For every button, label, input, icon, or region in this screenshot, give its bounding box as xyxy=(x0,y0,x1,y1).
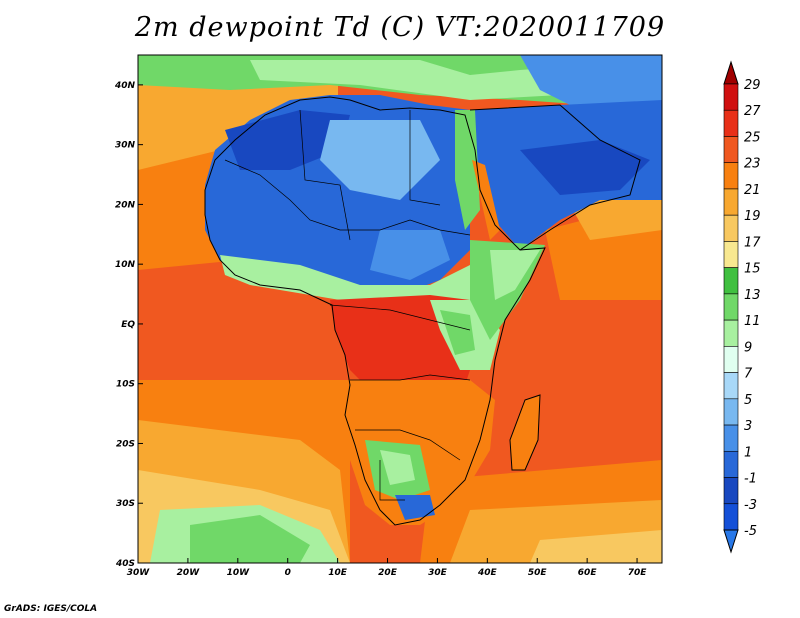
colorbar-swatch xyxy=(723,267,739,295)
colorbar-swatch xyxy=(723,188,739,216)
lon-tick-label: 30W xyxy=(127,568,151,578)
lon-tick-label: 20W xyxy=(177,568,201,578)
colorbar-label: 7 xyxy=(744,367,753,382)
colorbar-label: 17 xyxy=(744,235,761,250)
lat-tick-label: 30S xyxy=(116,499,135,509)
colorbar-label: 9 xyxy=(744,340,752,355)
lat-tick-label: 40S xyxy=(115,559,135,569)
credit-text: GrADS: IGES/COLA xyxy=(4,604,98,614)
lon-tick-label: 0 xyxy=(285,568,291,578)
colorbar-label: -5 xyxy=(744,524,757,539)
lat-axis: 40N 30N 20N 10N EQ 10S 20S 30S 40S xyxy=(114,81,143,569)
colorbar-swatch xyxy=(723,477,739,505)
colorbar-swatch xyxy=(723,319,739,347)
colorbar-label: 29 xyxy=(744,78,761,93)
map-title: 2m dewpoint Td (C) VT:2020011709 xyxy=(134,12,666,43)
colorbar-label: 3 xyxy=(744,419,752,434)
colorbar-label: 19 xyxy=(744,209,761,224)
lon-tick-label: 10E xyxy=(328,568,348,578)
colorbar-min-triangle xyxy=(723,529,739,554)
colorbar-label: 21 xyxy=(744,183,761,198)
colorbar-swatch xyxy=(723,346,739,373)
coastlines xyxy=(204,96,641,526)
dewpoint-field xyxy=(138,55,662,563)
lon-tick-label: 60E xyxy=(578,568,598,578)
colorbar-label: 1 xyxy=(744,445,752,460)
colorbar-swatch xyxy=(723,162,739,190)
lon-tick-label: 70E xyxy=(628,568,648,578)
colorbar-label: 27 xyxy=(744,104,761,119)
colorbar-max-triangle xyxy=(723,60,739,85)
lat-tick-label: 30N xyxy=(115,141,136,151)
country-borders xyxy=(224,109,471,501)
plot-frame xyxy=(137,54,663,564)
lat-tick-label: EQ xyxy=(121,320,135,330)
colorbar-label: 25 xyxy=(744,130,761,145)
lon-tick-label: 30E xyxy=(428,568,448,578)
colorbar-swatch xyxy=(723,450,739,478)
colorbar-swatch xyxy=(723,503,739,531)
lon-tick-label: 40E xyxy=(477,568,498,578)
colorbar-swatch xyxy=(723,214,739,242)
lon-tick-label: 10W xyxy=(227,568,251,578)
lon-tick-label: 50E xyxy=(528,568,548,578)
lat-tick-label: 20N xyxy=(115,200,136,210)
colorbar-label: -1 xyxy=(744,472,757,487)
colorbar-label: -3 xyxy=(744,498,757,513)
lon-tick-label: 20E xyxy=(378,568,398,578)
colorbar-swatch xyxy=(723,83,739,111)
colorbar-swatch xyxy=(723,398,739,426)
colorbar-label: 23 xyxy=(744,157,761,172)
lat-tick-label: 10N xyxy=(115,260,136,270)
colorbar-swatch xyxy=(723,109,739,137)
colorbar-label: 11 xyxy=(744,314,761,329)
colorbar-label: 15 xyxy=(744,262,761,277)
colorbar-swatch xyxy=(723,293,739,321)
lat-tick-label: 10S xyxy=(116,380,135,390)
colorbar-label: 5 xyxy=(744,393,752,408)
colorbar-swatch xyxy=(723,424,739,452)
colorbar-label: 13 xyxy=(744,288,761,303)
colorbar-swatch xyxy=(723,241,739,268)
colorbar-swatch xyxy=(723,136,739,164)
lat-tick-label: 20S xyxy=(116,439,135,449)
colorbar: 29 27 25 23 21 19 17 15 13 11 9 7 5 3 1 -1 -3 -5 xyxy=(723,60,761,554)
colorbar-swatch xyxy=(723,372,739,400)
lon-axis: 30W 20W 10W 0 10E 20E 30E 40E 50E 60E 70E xyxy=(127,558,647,578)
lat-tick-label: 40N xyxy=(114,81,136,91)
